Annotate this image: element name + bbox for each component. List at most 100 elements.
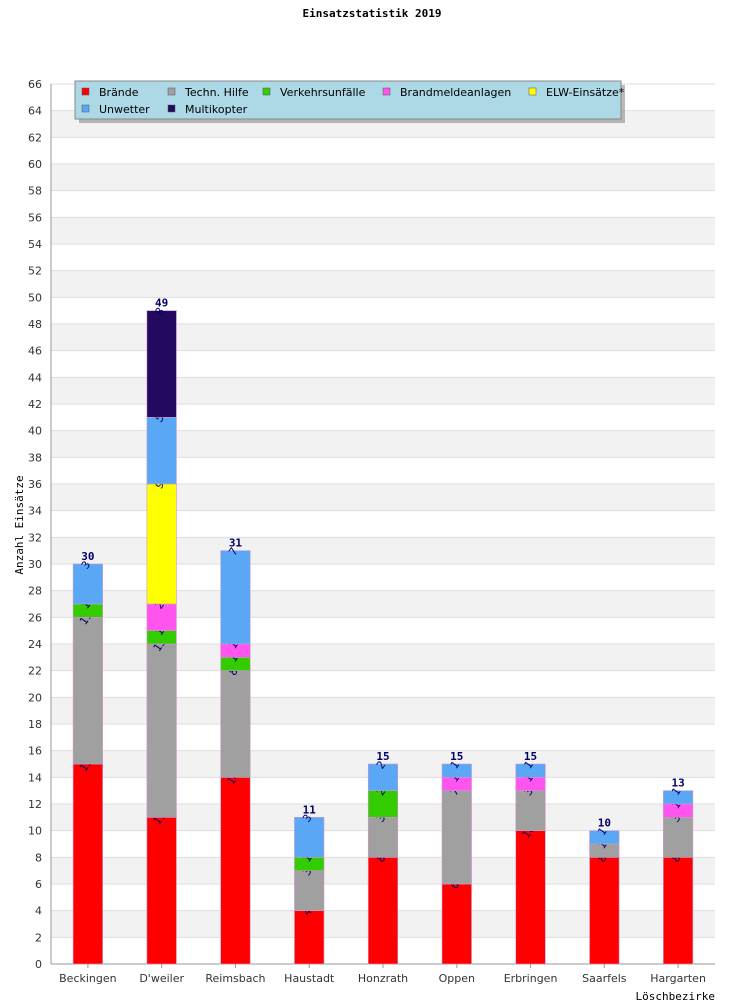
total-label: 30 [81,550,94,563]
y-tick-label: 34 [28,505,42,518]
bar-segment [72,763,103,965]
y-tick-label: 44 [28,371,42,384]
bar-segment [220,670,251,778]
grid-band [51,164,715,191]
bar-segment [515,830,546,965]
y-tick-label: 56 [28,211,42,224]
grid-band [51,217,715,244]
y-tick-label: 24 [28,638,42,651]
total-label: 49 [155,297,168,310]
legend-label: ELW-Einsätze* [546,86,625,99]
legend-item: ELW-Einsätze* [528,86,625,99]
x-tick-label: Erbringen [504,972,558,985]
y-tick-label: 60 [28,158,42,171]
bar-segment [72,617,103,765]
y-tick-label: 30 [28,558,42,571]
y-tick-label: 12 [28,798,42,811]
y-tick-label: 36 [28,478,42,491]
legend-swatch [81,87,90,96]
y-tick-label: 58 [28,185,42,198]
y-tick-label: 0 [35,958,42,971]
bar-segment [146,483,177,605]
y-tick-label: 6 [35,878,42,891]
grid-band [51,244,715,271]
bar-segment [146,817,177,965]
total-label: 10 [598,817,611,830]
legend-swatch [167,87,176,96]
bar-segment [146,603,177,631]
legend-label: Brandmeldeanlagen [400,86,511,99]
x-tick-label: Reimsbach [205,972,265,985]
bar-segment [515,790,546,831]
bars: 1511133011131295849148117314313118322156… [72,297,694,965]
bar-segment [146,643,177,818]
bar-segment [367,763,399,791]
legend-swatch [167,104,176,113]
y-tick-label: 4 [35,905,42,918]
total-label: 31 [229,537,243,550]
bar-segment [663,790,694,805]
y-tick-label: 8 [35,851,42,864]
legend-item: Multikopter [167,103,248,116]
bar-segment [589,857,620,965]
legend-label: Multikopter [185,103,248,116]
total-label: 13 [671,777,684,790]
bar-segment [294,817,325,858]
y-tick-label: 48 [28,318,42,331]
y-tick-label: 14 [28,771,42,784]
y-tick-label: 42 [28,398,42,411]
grid-band [51,270,715,298]
y-axis: 0246810121416182022242628303234363840424… [28,78,42,971]
bar-segment [220,550,251,645]
legend-swatch [382,87,391,96]
y-tick-label: 32 [28,531,42,544]
legend-item: Verkehrsunfälle [262,86,366,99]
y-tick-label: 64 [28,105,42,118]
y-tick-label: 54 [28,238,42,251]
y-tick-label: 16 [28,745,42,758]
legend-item: Brände [81,86,139,99]
legend-item: Techn. Hilfe [167,86,249,99]
total-label: 15 [376,750,389,763]
bar-segment [294,910,325,965]
legend-label: Verkehrsunfälle [280,86,366,99]
bar-segment [515,763,546,778]
x-tick-label: Saarfels [582,972,627,985]
legend-item: Unwetter [81,103,150,116]
bar-segment [441,763,472,778]
y-tick-label: 66 [28,78,42,91]
y-tick-label: 62 [28,131,42,144]
total-label: 15 [450,750,463,763]
x-tick-label: Haustadt [284,972,335,985]
x-tick-label: Hargarten [650,972,706,985]
x-tick-label: Honzrath [358,972,408,985]
y-tick-label: 38 [28,451,42,464]
legend: Brände Techn. Hilfe Verkehrsunfälle Brandme… [74,80,625,123]
bar-segment [367,790,399,818]
legend-label: Unwetter [99,103,150,116]
y-tick-label: 2 [35,931,42,944]
chart-title: Einsatzstatistik 2019 [302,7,441,20]
bar-segment [220,777,251,965]
legend-label: Techn. Hilfe [184,86,249,99]
y-tick-label: 46 [28,345,42,358]
x-tick-label: D'weiler [139,972,184,985]
legend-swatch [528,87,537,96]
y-tick-label: 18 [28,718,42,731]
y-tick-label: 52 [28,265,42,278]
y-tick-label: 26 [28,611,42,624]
bar-segment [146,417,177,485]
y-tick-label: 20 [28,691,42,704]
y-tick-label: 28 [28,585,42,598]
legend-item: Brandmeldeanlagen [382,86,511,99]
y-tick-label: 22 [28,665,42,678]
